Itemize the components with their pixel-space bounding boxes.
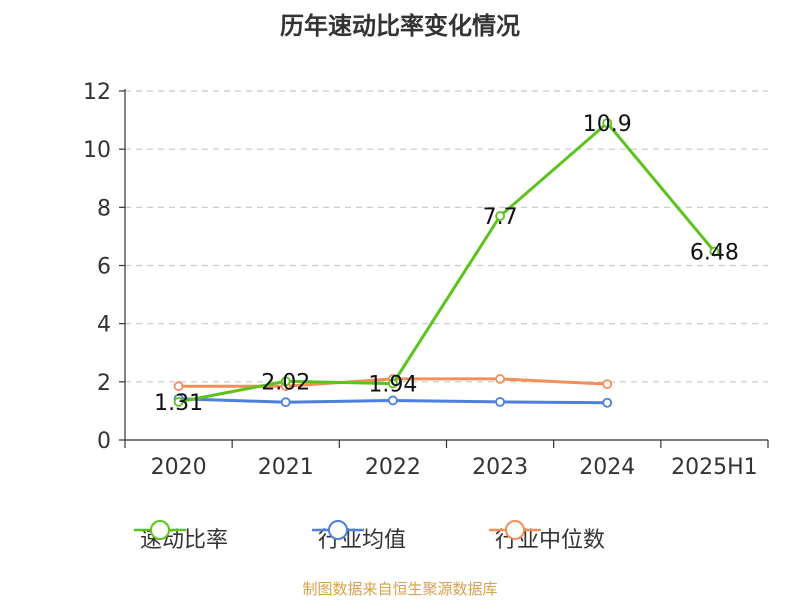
x-tick-label: 2021 [258, 455, 314, 480]
chart-title: 历年速动比率变化情况 [280, 12, 520, 40]
x-tick-label: 2025H1 [671, 455, 758, 480]
legend-marker-quick-ratio [134, 520, 186, 540]
data-point-series-0[interactable] [388, 378, 398, 389]
data-point-series-2[interactable] [495, 374, 505, 384]
data-point-series-0[interactable] [173, 397, 184, 407]
y-tick-label: 12 [83, 80, 111, 105]
data-point-series-0[interactable] [495, 211, 505, 221]
legend-item-quick-ratio[interactable]: 速动比率 [134, 518, 228, 558]
data-label: 1.94 [368, 373, 417, 398]
x-tick-label: 2023 [472, 455, 528, 480]
data-label: 1.31 [154, 391, 203, 416]
data-point-series-1[interactable] [602, 397, 613, 408]
data-point-series-0[interactable] [602, 118, 613, 128]
data-point-series-2[interactable] [602, 379, 613, 390]
data-source-note: 制图数据来自恒生聚源数据库 [302, 580, 498, 598]
series-line-0 [178, 121, 716, 404]
y-tick-label: 10 [83, 138, 111, 163]
data-label: 6.48 [690, 241, 739, 266]
x-tick-label: 2022 [365, 455, 421, 480]
legend-item-industry-median[interactable]: 行业中位数 [489, 518, 605, 558]
data-point-series-1[interactable] [388, 395, 398, 406]
y-tick-label: 0 [97, 429, 111, 454]
data-point-series-1[interactable] [280, 397, 291, 408]
y-tick-label: 2 [97, 371, 111, 396]
x-tick-label: 2024 [579, 455, 635, 480]
data-label: 7.7 [483, 205, 518, 230]
data-label: 10.9 [583, 112, 632, 137]
y-tick-label: 6 [97, 255, 111, 280]
legend-marker-industry-average [312, 520, 364, 540]
y-tick-label: 8 [97, 196, 111, 221]
data-label: 2.02 [261, 370, 310, 395]
y-tick-label: 4 [97, 313, 111, 338]
legend: 速动比率 行业均值 行业中位数 [0, 518, 800, 558]
data-point-series-0[interactable] [280, 376, 291, 387]
data-point-series-2[interactable] [173, 381, 184, 392]
data-point-series-1[interactable] [495, 397, 505, 407]
data-point-series-0[interactable] [709, 246, 720, 257]
x-tick-label: 2020 [151, 455, 207, 480]
legend-marker-industry-median [489, 520, 541, 540]
legend-item-industry-average[interactable]: 行业均值 [312, 518, 406, 558]
